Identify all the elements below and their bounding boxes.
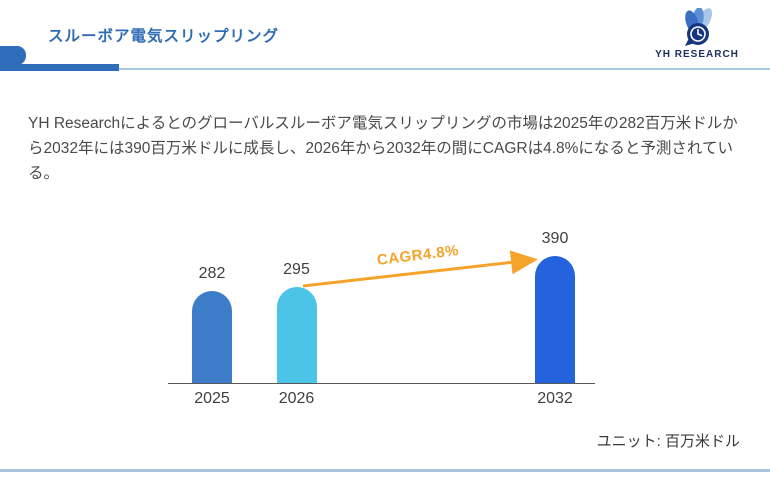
bar-value-label: 295 xyxy=(283,260,310,278)
bar-2025 xyxy=(192,291,232,383)
yh-research-logo-icon xyxy=(685,8,713,46)
bar-value-label: 390 xyxy=(541,230,569,247)
footer-rule xyxy=(0,469,770,472)
x-axis-label: 2026 xyxy=(278,390,315,407)
chart-plot: CAGR4.8% 282 2025 295 2026 390 2032 xyxy=(168,220,595,407)
bar-2032 xyxy=(535,256,575,383)
header-accent-bar xyxy=(0,64,119,71)
header-rule xyxy=(0,68,770,70)
unit-label: ユニット: 百万米ドル xyxy=(596,433,740,450)
brand-logo: YH RESEARCH xyxy=(652,8,742,60)
x-axis-label: 2025 xyxy=(194,390,230,407)
header-accent-tab xyxy=(0,46,26,65)
summary-paragraph: YH Researchによるとのグローバルスルーボア電気スリップリングの市場は2… xyxy=(28,114,738,182)
page-title: スルーボア電気スリップリング xyxy=(48,28,280,45)
brand-name: YH RESEARCH xyxy=(655,49,739,60)
growth-arrow xyxy=(302,250,538,288)
bar-value-label: 282 xyxy=(198,265,226,283)
bar-2026 xyxy=(276,286,317,383)
x-axis-label: 2032 xyxy=(537,390,573,407)
